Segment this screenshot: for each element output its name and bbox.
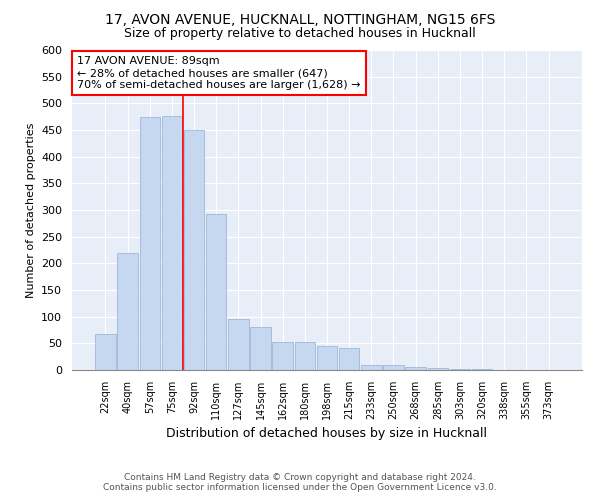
Text: Contains HM Land Registry data © Crown copyright and database right 2024.
Contai: Contains HM Land Registry data © Crown c… — [103, 473, 497, 492]
X-axis label: Distribution of detached houses by size in Hucknall: Distribution of detached houses by size … — [167, 428, 487, 440]
Bar — [206, 214, 226, 370]
Bar — [184, 130, 204, 370]
Bar — [428, 368, 448, 370]
Text: Size of property relative to detached houses in Hucknall: Size of property relative to detached ho… — [124, 28, 476, 40]
Bar — [228, 320, 248, 370]
Bar — [295, 342, 315, 370]
Y-axis label: Number of detached properties: Number of detached properties — [26, 122, 35, 298]
Bar — [361, 364, 382, 370]
Bar — [161, 116, 182, 370]
Bar — [95, 334, 116, 370]
Bar — [317, 346, 337, 370]
Bar — [272, 342, 293, 370]
Bar — [383, 364, 404, 370]
Bar — [339, 348, 359, 370]
Bar — [406, 368, 426, 370]
Bar — [118, 252, 138, 370]
Bar — [250, 328, 271, 370]
Bar — [450, 369, 470, 370]
Bar — [140, 116, 160, 370]
Text: 17, AVON AVENUE, HUCKNALL, NOTTINGHAM, NG15 6FS: 17, AVON AVENUE, HUCKNALL, NOTTINGHAM, N… — [105, 12, 495, 26]
Text: 17 AVON AVENUE: 89sqm
← 28% of detached houses are smaller (647)
70% of semi-det: 17 AVON AVENUE: 89sqm ← 28% of detached … — [77, 56, 361, 90]
